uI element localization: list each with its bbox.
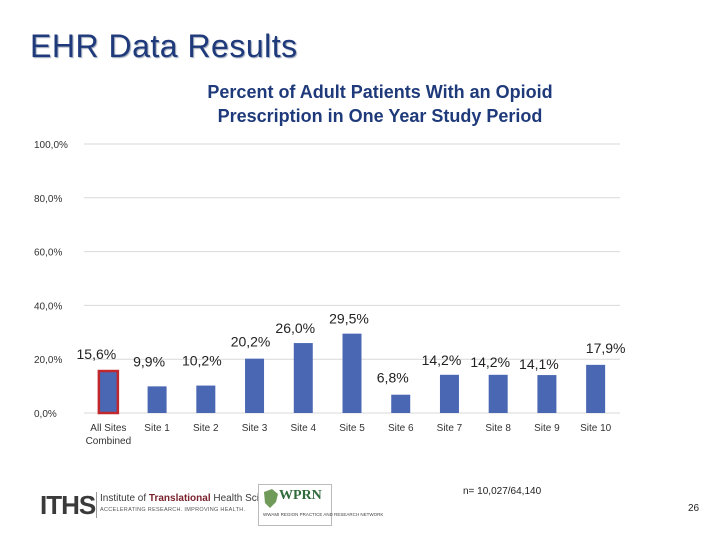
bar	[97, 369, 120, 415]
iths-logo: ITHS Institute of Translational Health S…	[40, 488, 286, 524]
bar	[391, 394, 411, 413]
y-tick-label: 100,0%	[34, 140, 68, 151]
bar	[245, 358, 265, 413]
y-tick-label: 40,0%	[34, 301, 62, 312]
iths-logo-divider	[96, 492, 97, 518]
wprn-logo-mark: WPRN	[279, 488, 322, 503]
wprn-map-icon	[264, 489, 278, 508]
bar	[342, 333, 362, 413]
bar	[586, 364, 606, 413]
x-tick-label: Site 1	[144, 423, 170, 434]
data-label: 26,0%	[275, 320, 315, 336]
y-tick-label: 80,0%	[34, 194, 62, 205]
x-tick-label: Combined	[86, 436, 132, 447]
data-label: 29,5%	[329, 311, 369, 327]
data-label: 17,9%	[586, 340, 626, 356]
wprn-logo: WPRN WWAMI REGION PRACTICE AND RESEARCH …	[258, 484, 383, 526]
data-label: 14,2%	[470, 354, 510, 370]
chart-title-line-1: Percent of Adult Patients With an Opioid	[207, 82, 553, 102]
data-label: 9,9%	[133, 353, 165, 369]
iths-logo-name: Institute of Translational Health Scienc…	[100, 493, 286, 504]
x-tick-label: Site 2	[193, 423, 219, 434]
x-tick-label: Site 4	[290, 423, 316, 434]
sample-size-footnote: n= 10,027/64,140	[463, 486, 542, 497]
bar	[196, 385, 216, 413]
data-label: 10,2%	[182, 353, 222, 369]
bar	[439, 374, 459, 413]
x-tick-label: Site 5	[339, 423, 365, 434]
x-tick-label: Site 10	[580, 423, 612, 434]
x-tick-label: Site 9	[534, 423, 560, 434]
y-tick-label: 60,0%	[34, 248, 62, 259]
x-tick-label: Site 7	[437, 423, 463, 434]
iths-logo-tagline: ACCELERATING RESEARCH. IMPROVING HEALTH.	[100, 507, 246, 513]
data-label: 20,2%	[231, 334, 271, 350]
chart-title: Percent of Adult Patients With an Opioid…	[0, 80, 720, 128]
data-label: 6,8%	[377, 370, 409, 386]
data-label: 15,6%	[77, 346, 117, 362]
data-label: 14,1%	[519, 356, 559, 372]
y-tick-label: 0,0%	[34, 409, 57, 420]
data-label: 14,2%	[422, 352, 462, 368]
bar	[537, 375, 557, 413]
chart-title-line-2: Prescription in One Year Study Period	[217, 106, 543, 126]
slide-title: EHR Data Results	[30, 28, 298, 64]
y-tick-label: 20,0%	[34, 355, 62, 366]
page-number: 26	[688, 503, 700, 514]
bar	[147, 386, 167, 413]
x-tick-label: Site 6	[388, 423, 414, 434]
x-tick-label: Site 3	[242, 423, 268, 434]
x-tick-label: All Sites	[90, 423, 126, 434]
bar	[488, 374, 508, 413]
wprn-logo-subtitle: WWAMI REGION PRACTICE AND RESEARCH NETWO…	[263, 512, 384, 517]
iths-logo-mark: ITHS	[40, 490, 96, 520]
x-tick-label: Site 8	[485, 423, 511, 434]
bar	[293, 343, 313, 413]
